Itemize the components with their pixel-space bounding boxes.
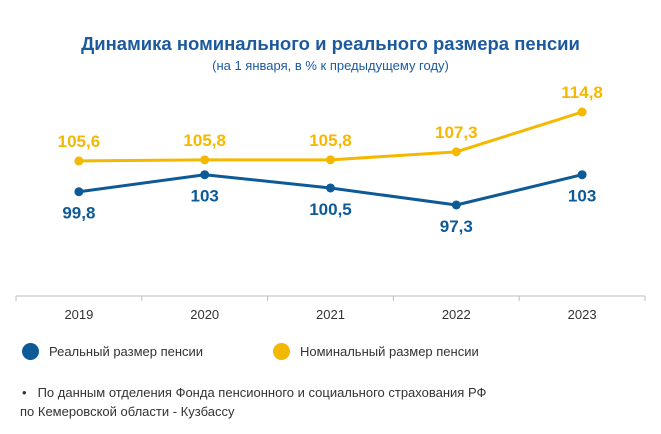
legend-item-nominal: Номинальный размер пенсии — [273, 343, 479, 360]
data-label-real: 103 — [191, 187, 219, 206]
footnote-bullet: • — [22, 385, 27, 400]
data-point-nominal — [451, 147, 461, 157]
legend-marker-nominal — [273, 343, 290, 360]
x-tick-label: 2023 — [568, 307, 597, 322]
data-label-nominal: 107,3 — [435, 123, 478, 142]
data-point-nominal — [326, 155, 335, 165]
chart-title: Динамика номинального и реального размер… — [81, 33, 580, 54]
data-label-real: 103 — [568, 187, 596, 206]
x-tick-label: 2022 — [442, 307, 471, 322]
footnote-line-1: • По данным отделения Фонда пенсионного и… — [20, 383, 486, 402]
data-label-nominal: 105,8 — [183, 131, 226, 150]
footnote: • По данным отделения Фонда пенсионного и… — [20, 383, 486, 421]
data-label-nominal: 114,8 — [561, 83, 603, 102]
legend: Реальный размер пенсии Номинальный разме… — [0, 343, 661, 365]
legend-label-nominal: Номинальный размер пенсии — [300, 344, 479, 359]
data-point-real — [451, 200, 461, 210]
x-tick-label: 2019 — [64, 307, 93, 322]
data-label-nominal: 105,6 — [58, 132, 101, 151]
data-label-real: 100,5 — [309, 200, 352, 219]
line-chart: 2019 2020 2021 2022 2023 105,6 105,8 105,8 107,3… — [15, 83, 646, 322]
data-label-nominal: 105,8 — [309, 131, 352, 150]
data-point-real — [326, 183, 335, 193]
data-point-nominal — [200, 155, 210, 165]
footnote-line-2: по Кемеровской области - Кузбассу — [20, 404, 235, 419]
data-label-real: 99,8 — [62, 204, 95, 223]
footnote-text-1: По данным отделения Фонда пенсионного и … — [37, 385, 487, 400]
legend-label-real: Реальный размер пенсии — [49, 344, 204, 359]
legend-item-real: Реальный размер пенсии — [22, 343, 203, 360]
data-point-nominal — [74, 156, 84, 166]
data-point-nominal — [577, 107, 587, 117]
data-label-real: 97,3 — [440, 217, 473, 236]
chart-subtitle: (на 1 января, в % к предыдущему году) — [212, 58, 449, 73]
data-point-real — [74, 187, 84, 197]
data-point-real — [200, 170, 210, 180]
x-tick-label: 2020 — [190, 307, 219, 322]
data-point-real — [577, 170, 587, 180]
x-tick-label: 2021 — [316, 307, 345, 322]
legend-marker-real — [22, 343, 39, 360]
